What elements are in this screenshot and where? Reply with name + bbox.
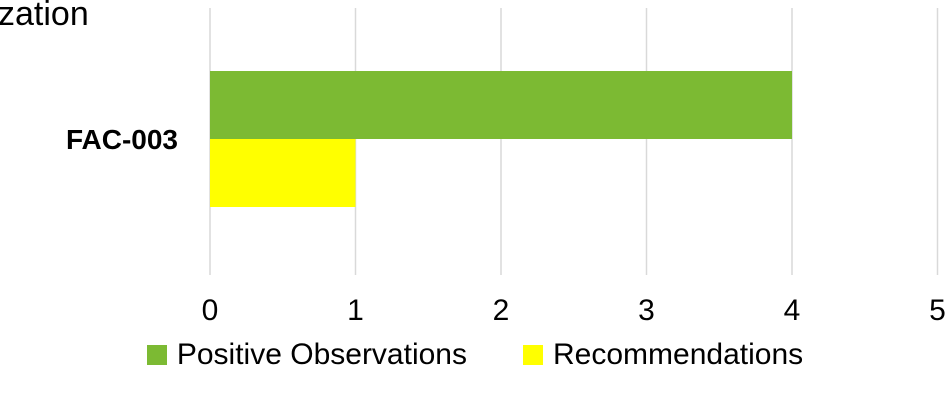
x-tick-label-1: 1 (347, 294, 364, 327)
legend-item-recommendations: Recommendations (523, 338, 803, 372)
x-tick-label-5: 5 (929, 294, 946, 327)
category-label-0: FAC-003 (66, 124, 178, 155)
bar-positive-observations-0 (210, 71, 792, 139)
legend-label-positive: Positive Observations (176, 338, 467, 371)
x-tick-label-3: 3 (638, 294, 655, 327)
legend-item-positive-observations: Positive Observations (146, 338, 467, 372)
chart-legend: Positive Observations Recommendations (0, 335, 950, 375)
x-tick-label-2: 2 (493, 294, 510, 327)
bar-recommendations-0 (210, 139, 356, 207)
legend-swatch-positive (146, 345, 167, 365)
chart-title-fragment: zation (0, 0, 89, 33)
legend-swatch-recommendations (523, 345, 543, 365)
legend-label-recommendations: Recommendations (553, 338, 804, 371)
x-tick-label-4: 4 (784, 294, 801, 327)
x-tick-label-0: 0 (202, 294, 219, 327)
